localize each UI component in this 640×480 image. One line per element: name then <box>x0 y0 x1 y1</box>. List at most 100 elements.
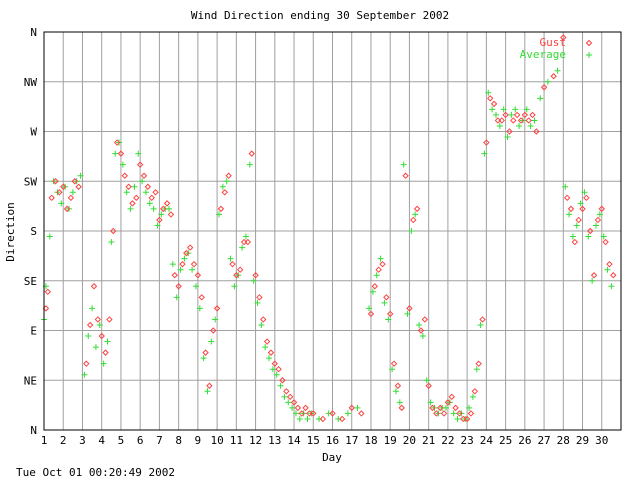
average-point-117 <box>523 106 530 113</box>
average-point-12 <box>85 333 92 340</box>
x-tick-label-28: 29 <box>576 434 589 447</box>
average-point-112 <box>504 134 511 141</box>
gust-point-89 <box>421 316 429 323</box>
average-point-54 <box>246 161 253 168</box>
legend-gust-symbol <box>585 39 593 47</box>
x-tick-label-1: 2 <box>60 434 67 447</box>
gust-point-2 <box>48 194 55 202</box>
average-point-132 <box>596 211 603 218</box>
gust-point-103 <box>475 360 482 367</box>
gust-point-83 <box>398 404 405 412</box>
x-tick-label-15: 16 <box>326 434 339 447</box>
gust-point-81 <box>390 360 398 367</box>
average-point-84 <box>396 399 403 406</box>
gust-point-70 <box>319 415 327 423</box>
legend: Gust Average <box>520 36 593 61</box>
average-point-98 <box>450 410 457 417</box>
average-point-11 <box>81 371 88 378</box>
average-point-109 <box>492 111 499 118</box>
average-point-135 <box>608 283 615 290</box>
gust-point-59 <box>271 360 279 367</box>
average-point-89 <box>416 321 423 328</box>
average-point-16 <box>100 360 107 367</box>
average-point-106 <box>481 150 488 157</box>
average-point-21 <box>119 161 126 168</box>
average-point-73 <box>335 415 342 422</box>
gust-point-18 <box>113 139 121 146</box>
legend-average-marker <box>586 52 592 58</box>
gust-point-11 <box>86 321 94 329</box>
x-tick-label-29: 30 <box>595 434 608 447</box>
gust-point-122 <box>563 194 571 202</box>
average-point-120 <box>537 95 544 102</box>
average-point-104 <box>473 366 480 373</box>
average-point-64 <box>285 399 292 406</box>
gust-point-47 <box>225 172 232 179</box>
average-point-75 <box>354 404 361 411</box>
gust-point-92 <box>433 410 440 417</box>
gust-point-120 <box>550 73 557 80</box>
gust-point-105 <box>483 139 490 146</box>
x-tick-label-5: 6 <box>137 434 144 447</box>
gust-point-16 <box>106 316 113 323</box>
gust-point-42 <box>206 382 213 389</box>
average-point-57 <box>258 321 265 328</box>
x-tick-label-23: 24 <box>480 434 494 447</box>
gust-point-107 <box>490 100 498 108</box>
gust-point-27 <box>148 194 155 202</box>
gust-point-124 <box>571 238 579 246</box>
gust-point-102 <box>471 388 479 395</box>
x-tick-label-4: 5 <box>118 434 125 447</box>
average-point-49 <box>227 255 234 262</box>
average-point-74 <box>344 410 351 417</box>
average-point-56 <box>254 299 261 306</box>
average-point-79 <box>377 255 384 262</box>
gust-point-35 <box>179 260 186 268</box>
average-point-71 <box>316 415 323 422</box>
x-tick-label-25: 26 <box>518 434 531 447</box>
average-point-77 <box>369 288 376 295</box>
average-point-24 <box>131 183 138 190</box>
gust-point-100 <box>463 415 471 423</box>
average-point-85 <box>400 161 407 168</box>
gust-point-19 <box>117 150 125 157</box>
gust-point-7 <box>67 194 75 202</box>
average-point-61 <box>273 371 280 378</box>
gust-point-4 <box>56 189 63 196</box>
average-point-42 <box>200 355 207 362</box>
gust-point-54 <box>252 272 259 279</box>
gust-point-43 <box>210 327 217 334</box>
gust-point-45 <box>217 205 225 213</box>
average-point-126 <box>573 222 580 229</box>
gust-point-126 <box>579 205 586 213</box>
gust-point-85 <box>406 305 413 312</box>
gust-point-94 <box>440 410 448 417</box>
average-point-123 <box>562 183 569 190</box>
gust-point-82 <box>394 382 402 389</box>
gust-point-69 <box>310 410 317 417</box>
x-tick-label-27: 28 <box>557 434 570 447</box>
average-point-105 <box>477 321 484 328</box>
gust-point-88 <box>417 327 425 334</box>
average-point-80 <box>381 299 388 306</box>
average-point-108 <box>489 106 496 113</box>
gust-point-67 <box>302 404 309 412</box>
plot-frame <box>43 31 622 431</box>
gust-point-95 <box>444 399 452 406</box>
gust-point-80 <box>386 310 394 318</box>
gust-point-56 <box>260 316 267 323</box>
average-point-90 <box>419 333 426 340</box>
x-tick-label-10: 11 <box>230 434 243 447</box>
gust-point-25 <box>140 172 148 179</box>
gust-point-74 <box>358 410 365 417</box>
average-point-119 <box>531 117 538 124</box>
gust-point-76 <box>371 283 379 290</box>
average-point-110 <box>496 122 503 129</box>
gust-point-6 <box>63 205 71 213</box>
average-point-37 <box>181 255 188 262</box>
average-point-15 <box>96 321 103 328</box>
y-axis-label: Direction <box>4 202 17 262</box>
average-point-44 <box>208 338 215 345</box>
gust-point-26 <box>144 183 152 190</box>
